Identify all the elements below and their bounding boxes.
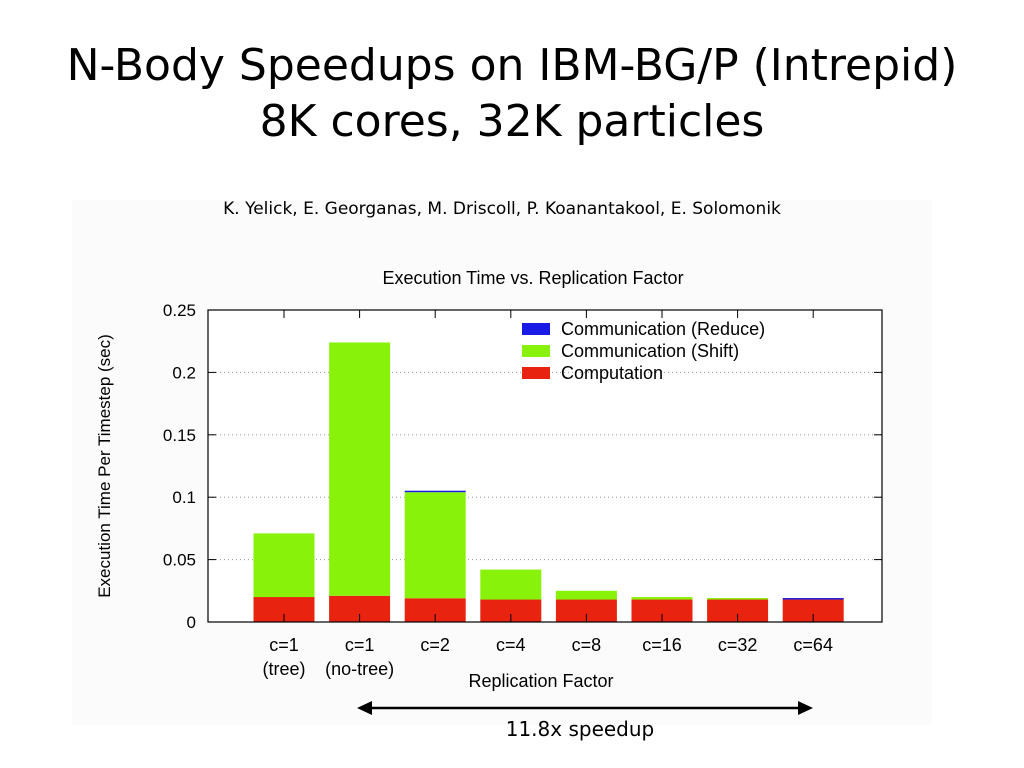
bar-segment-communication-shift [329,342,391,596]
x-tick-label: c=2 [420,635,450,655]
bar-segment-communication-shift [707,598,769,600]
plot-area [208,310,882,622]
y-tick-label: 0.1 [172,488,196,507]
x-tick-label: c=64 [793,635,833,655]
bar-segment-communication-shift [404,492,466,599]
bar-segment-computation [707,599,769,622]
bar-segment-computation [404,598,466,622]
chart: 0 0.05 0.1 0.15 0.2 0.25 c=1 (tree) c=1 (no-tree)… [95,268,883,691]
y-tick-label: 0.25 [163,301,196,320]
y-tick-label: 0 [187,613,196,632]
speedup-label: 11.8x speedup [505,717,655,741]
x-axis-label: Replication Factor [468,671,613,691]
bar-segment-communication-shift [480,569,542,600]
bar-segment-computation [480,599,542,622]
x-tick-label: c=32 [718,635,758,655]
slide-title: N-Body Speedups on IBM-BG/P (Intrepid) 8… [0,38,1024,150]
x-tick-label: c=8 [572,635,602,655]
legend-swatch [522,323,550,335]
chart-title: Execution Time vs. Replication Factor [382,268,683,288]
legend-swatch [522,367,550,379]
author-list: K. Yelick, E. Georganas, M. Driscoll, P.… [223,199,781,219]
legend-label: Computation [561,363,663,383]
bar-segment-communication-shift [631,597,693,600]
legend-swatch [522,345,550,357]
chart-panel: 0 0.05 0.1 0.15 0.2 0.25 c=1 (tree) c=1 (no-tree)… [72,200,932,725]
bar-segment-communication-shift [253,533,315,598]
y-tick-label: 0.15 [163,426,196,445]
y-axis-label: Execution Time Per Timestep (sec) [95,334,114,598]
bar-segment-computation [555,599,617,622]
x-tick-label: c=4 [496,635,526,655]
legend-label: Communication (Reduce) [561,319,765,339]
legend-label: Communication (Shift) [561,341,739,361]
x-tick-label: c=16 [642,635,682,655]
y-tick-label: 0.2 [172,363,196,382]
y-tick-label: 0.05 [163,551,196,570]
plot-frame [207,309,883,623]
x-tick-label: (tree) [262,659,305,679]
slide-title-line-1: N-Body Speedups on IBM-BG/P (Intrepid) [66,40,958,91]
x-tick-label: (no-tree) [325,659,394,679]
bar-segment-computation [631,599,693,622]
bar-segment-communication-reduce [782,598,844,600]
x-tick-label: c=1 [345,635,375,655]
bar-segment-communication-shift [555,590,617,600]
slide-title-line-2: 8K cores, 32K particles [259,96,765,147]
x-tick-label: c=1 [269,635,299,655]
bar-segment-computation [782,599,844,622]
bar-segment-communication-reduce [404,490,466,493]
